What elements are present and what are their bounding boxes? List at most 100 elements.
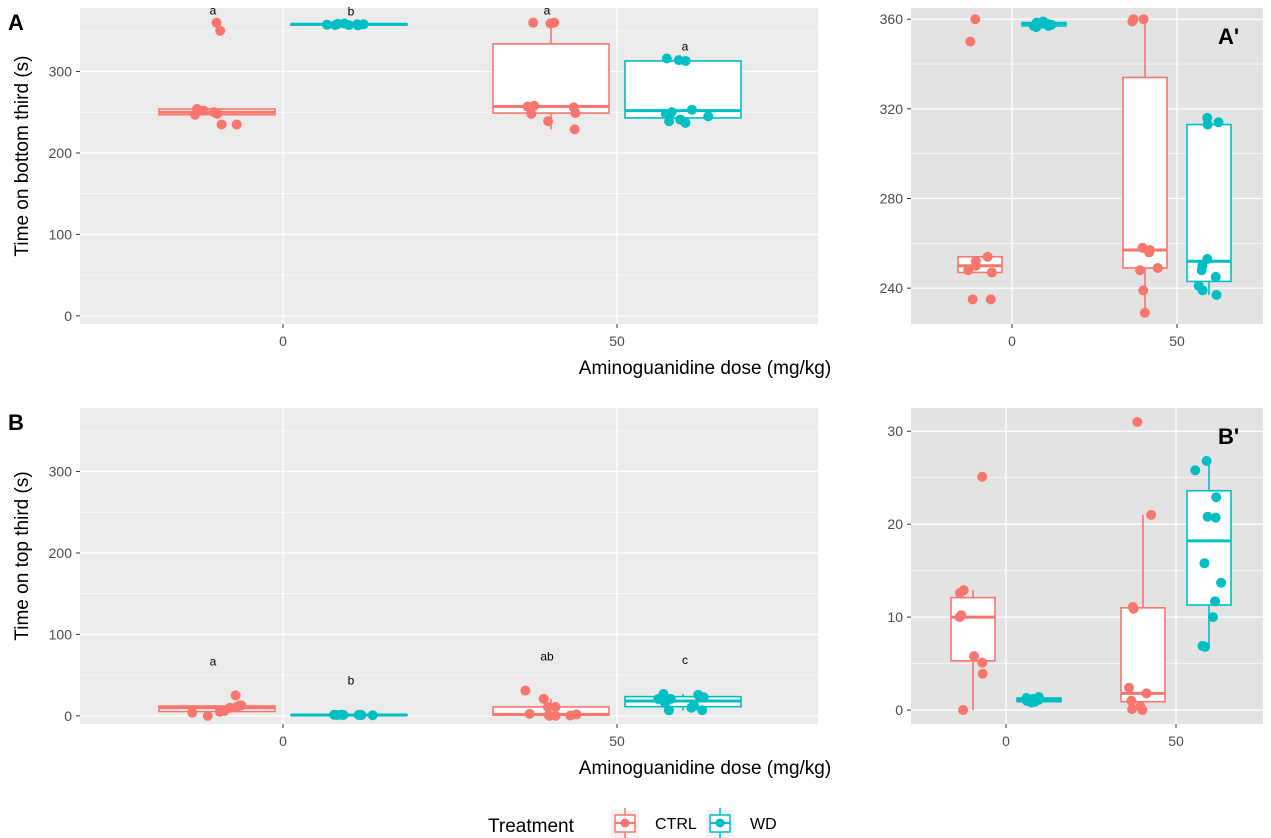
- legend: Treatment CTRL WD: [488, 808, 777, 838]
- data-point: [1152, 262, 1163, 273]
- data-point: [982, 251, 993, 262]
- data-point: [698, 692, 709, 703]
- box-50-ctrl: a: [492, 4, 610, 135]
- y-tick-label: 0: [895, 702, 903, 718]
- box-0-wd: [1021, 16, 1067, 33]
- data-point: [1128, 603, 1139, 614]
- data-point: [1144, 247, 1155, 258]
- box-50-wd: [1186, 455, 1232, 652]
- x-tick-label: 50: [609, 733, 625, 749]
- data-point: [1138, 285, 1149, 296]
- data-point: [528, 17, 539, 28]
- data-point: [955, 587, 966, 598]
- box-0-wd: b: [290, 674, 408, 721]
- data-point: [967, 294, 978, 305]
- data-point: [1210, 596, 1221, 607]
- x-axis-title: Aminoguanidine dose (mg/kg): [579, 358, 831, 379]
- data-point: [570, 108, 581, 119]
- data-point: [343, 20, 354, 31]
- data-point: [544, 710, 555, 721]
- data-point: [958, 705, 969, 716]
- y-tick-label: 0: [64, 308, 72, 324]
- data-point: [1200, 641, 1211, 652]
- data-point: [231, 119, 242, 130]
- box-0-ctrl: a: [158, 4, 276, 130]
- data-point: [330, 20, 341, 31]
- data-point: [1139, 307, 1150, 318]
- data-point: [970, 260, 981, 271]
- data-point: [198, 105, 209, 116]
- data-point: [1199, 558, 1210, 569]
- box-iqr: [1122, 76, 1168, 269]
- x-tick-label: 50: [1169, 333, 1185, 349]
- data-point: [664, 116, 675, 127]
- data-point: [985, 294, 996, 305]
- data-point: [1132, 416, 1143, 427]
- significance-label: ab: [540, 650, 554, 664]
- data-point: [331, 710, 342, 721]
- box-50-ctrl: [1122, 14, 1168, 318]
- y-axis-title: Time on bottom third (s): [12, 56, 33, 257]
- data-point: [1127, 704, 1138, 715]
- panel-label: B': [1218, 424, 1239, 449]
- data-point: [352, 20, 363, 31]
- significance-label: c: [682, 653, 688, 667]
- legend-label-wd: WD: [750, 816, 777, 833]
- data-point: [216, 119, 227, 130]
- data-point: [1138, 14, 1149, 25]
- data-point: [1210, 512, 1221, 523]
- data-point: [569, 124, 580, 135]
- data-point: [703, 111, 714, 122]
- significance-label: a: [544, 4, 551, 18]
- data-point: [202, 710, 213, 721]
- data-point: [660, 697, 671, 708]
- data-point: [680, 55, 691, 66]
- data-point: [1124, 682, 1135, 693]
- y-tick-label: 300: [49, 64, 73, 80]
- y-tick-label: 0: [64, 708, 72, 724]
- data-point: [697, 705, 708, 716]
- data-point: [526, 108, 537, 119]
- data-point: [680, 117, 691, 128]
- data-point: [550, 701, 561, 712]
- data-point: [986, 267, 997, 278]
- significance-label: b: [348, 4, 355, 18]
- data-point: [1026, 697, 1037, 708]
- data-point: [1197, 285, 1208, 296]
- panel-label: A': [1218, 24, 1239, 49]
- data-point: [1211, 289, 1222, 300]
- data-point: [211, 17, 222, 28]
- data-point: [1213, 117, 1224, 128]
- data-point: [215, 25, 226, 36]
- data-point: [970, 14, 981, 25]
- y-tick-label: 20: [887, 516, 903, 532]
- data-point: [1043, 20, 1054, 31]
- data-point: [1146, 509, 1157, 520]
- data-point: [367, 710, 378, 721]
- significance-label: a: [682, 39, 689, 53]
- box-50-wd: a: [624, 39, 742, 128]
- x-tick-label: 0: [1008, 333, 1016, 349]
- data-point: [963, 265, 974, 276]
- y-tick-label: 280: [880, 190, 904, 206]
- y-tick-label: 30: [887, 423, 903, 439]
- legend-key-ctrl: [611, 808, 639, 838]
- data-point: [545, 18, 556, 29]
- data-point: [1127, 16, 1138, 27]
- significance-label: a: [210, 4, 217, 18]
- box-0-wd: [1016, 692, 1062, 708]
- box-50-ctrl: [1120, 416, 1166, 716]
- legend-title: Treatment: [488, 816, 575, 837]
- data-point: [321, 19, 332, 30]
- x-tick-label: 50: [609, 333, 625, 349]
- data-point: [663, 705, 674, 716]
- y-tick-label: 200: [49, 545, 73, 561]
- box-50-ctrl: ab: [492, 650, 610, 721]
- box-50-wd: c: [624, 653, 742, 716]
- y-axis-title: Time on top third (s): [12, 471, 33, 640]
- panel-A-inset: 240 280 320 360 0 50 A': [880, 8, 1263, 349]
- data-point: [965, 36, 976, 47]
- panel-B-inset: 0 10 20 30 0 50 B': [887, 408, 1263, 749]
- data-point: [1207, 612, 1218, 623]
